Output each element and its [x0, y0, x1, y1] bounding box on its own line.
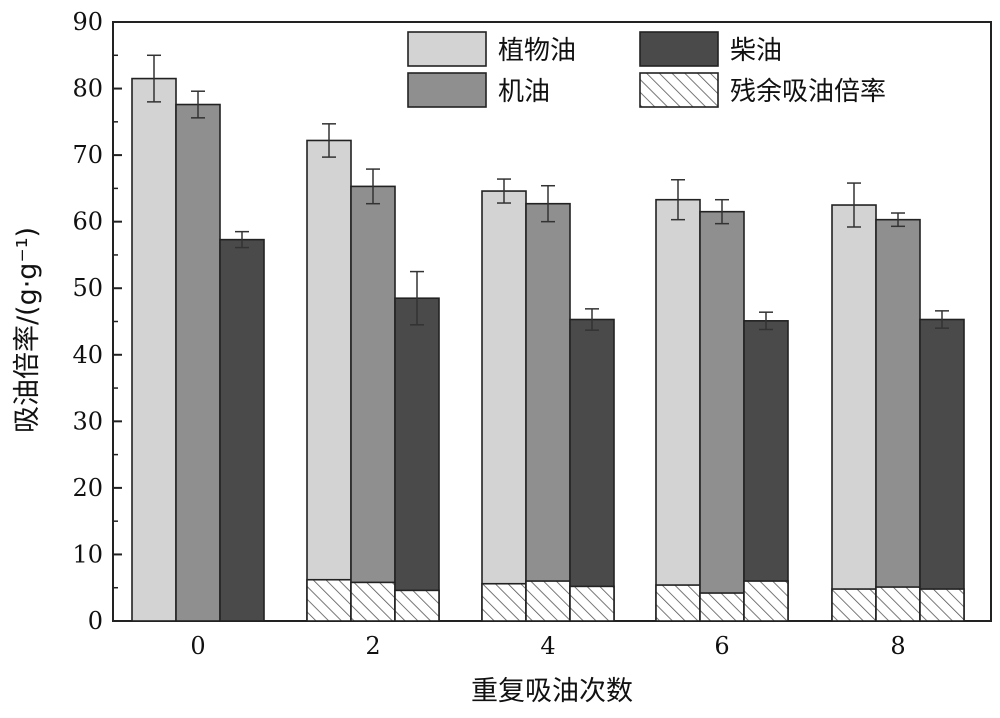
residual-bar — [350, 581, 396, 622]
y-axis-title: 吸油倍率/(g·g⁻¹) — [12, 227, 43, 433]
residual-bar — [699, 592, 745, 622]
bar — [655, 198, 701, 622]
residual-bar — [525, 580, 571, 622]
y-tick-label: 10 — [72, 540, 103, 568]
y-tick-label: 70 — [72, 141, 103, 169]
legend-swatch — [407, 72, 487, 108]
y-tick-label: 30 — [72, 407, 103, 435]
y-tick-label: 20 — [72, 474, 103, 502]
x-tick-label: 0 — [190, 632, 205, 660]
y-tick-label: 90 — [72, 8, 103, 36]
bar — [569, 318, 615, 622]
bar — [875, 218, 921, 622]
residual-bar — [569, 585, 615, 622]
legend-label: 残余吸油倍率 — [730, 77, 886, 107]
y-tick-label: 40 — [72, 341, 103, 369]
legend-swatch — [407, 31, 487, 67]
bar — [743, 320, 789, 622]
residual-bar — [481, 582, 527, 622]
x-tick-label: 6 — [714, 632, 729, 660]
y-tick-label: 60 — [72, 208, 103, 236]
x-axis-title: 重复吸油次数 — [471, 676, 633, 707]
bar — [831, 204, 877, 622]
legend-label: 机油 — [498, 77, 550, 107]
bar — [699, 210, 745, 622]
bar — [131, 77, 177, 622]
bar — [394, 297, 440, 622]
bar — [219, 238, 265, 622]
legend-swatch — [639, 72, 719, 108]
bar — [350, 185, 396, 622]
x-tick-label: 8 — [890, 632, 905, 660]
bar — [525, 202, 571, 622]
residual-bar — [306, 578, 352, 622]
x-tick-label: 4 — [540, 632, 555, 660]
residual-bar — [875, 586, 921, 622]
bar — [175, 103, 221, 622]
residual-bar — [655, 584, 701, 622]
bar — [481, 190, 527, 622]
bar — [919, 318, 965, 622]
legend-label: 柴油 — [730, 36, 782, 66]
residual-bar — [743, 580, 789, 622]
legend-swatch — [639, 31, 719, 67]
residual-bar — [394, 589, 440, 622]
residual-bar — [831, 588, 877, 622]
y-tick-label: 50 — [72, 274, 103, 302]
y-tick-label: 80 — [72, 75, 103, 103]
residual-bar — [919, 588, 965, 622]
legend-label: 植物油 — [498, 36, 576, 66]
bar — [306, 139, 352, 622]
x-tick-label: 2 — [365, 632, 380, 660]
y-tick-label: 0 — [88, 607, 103, 635]
